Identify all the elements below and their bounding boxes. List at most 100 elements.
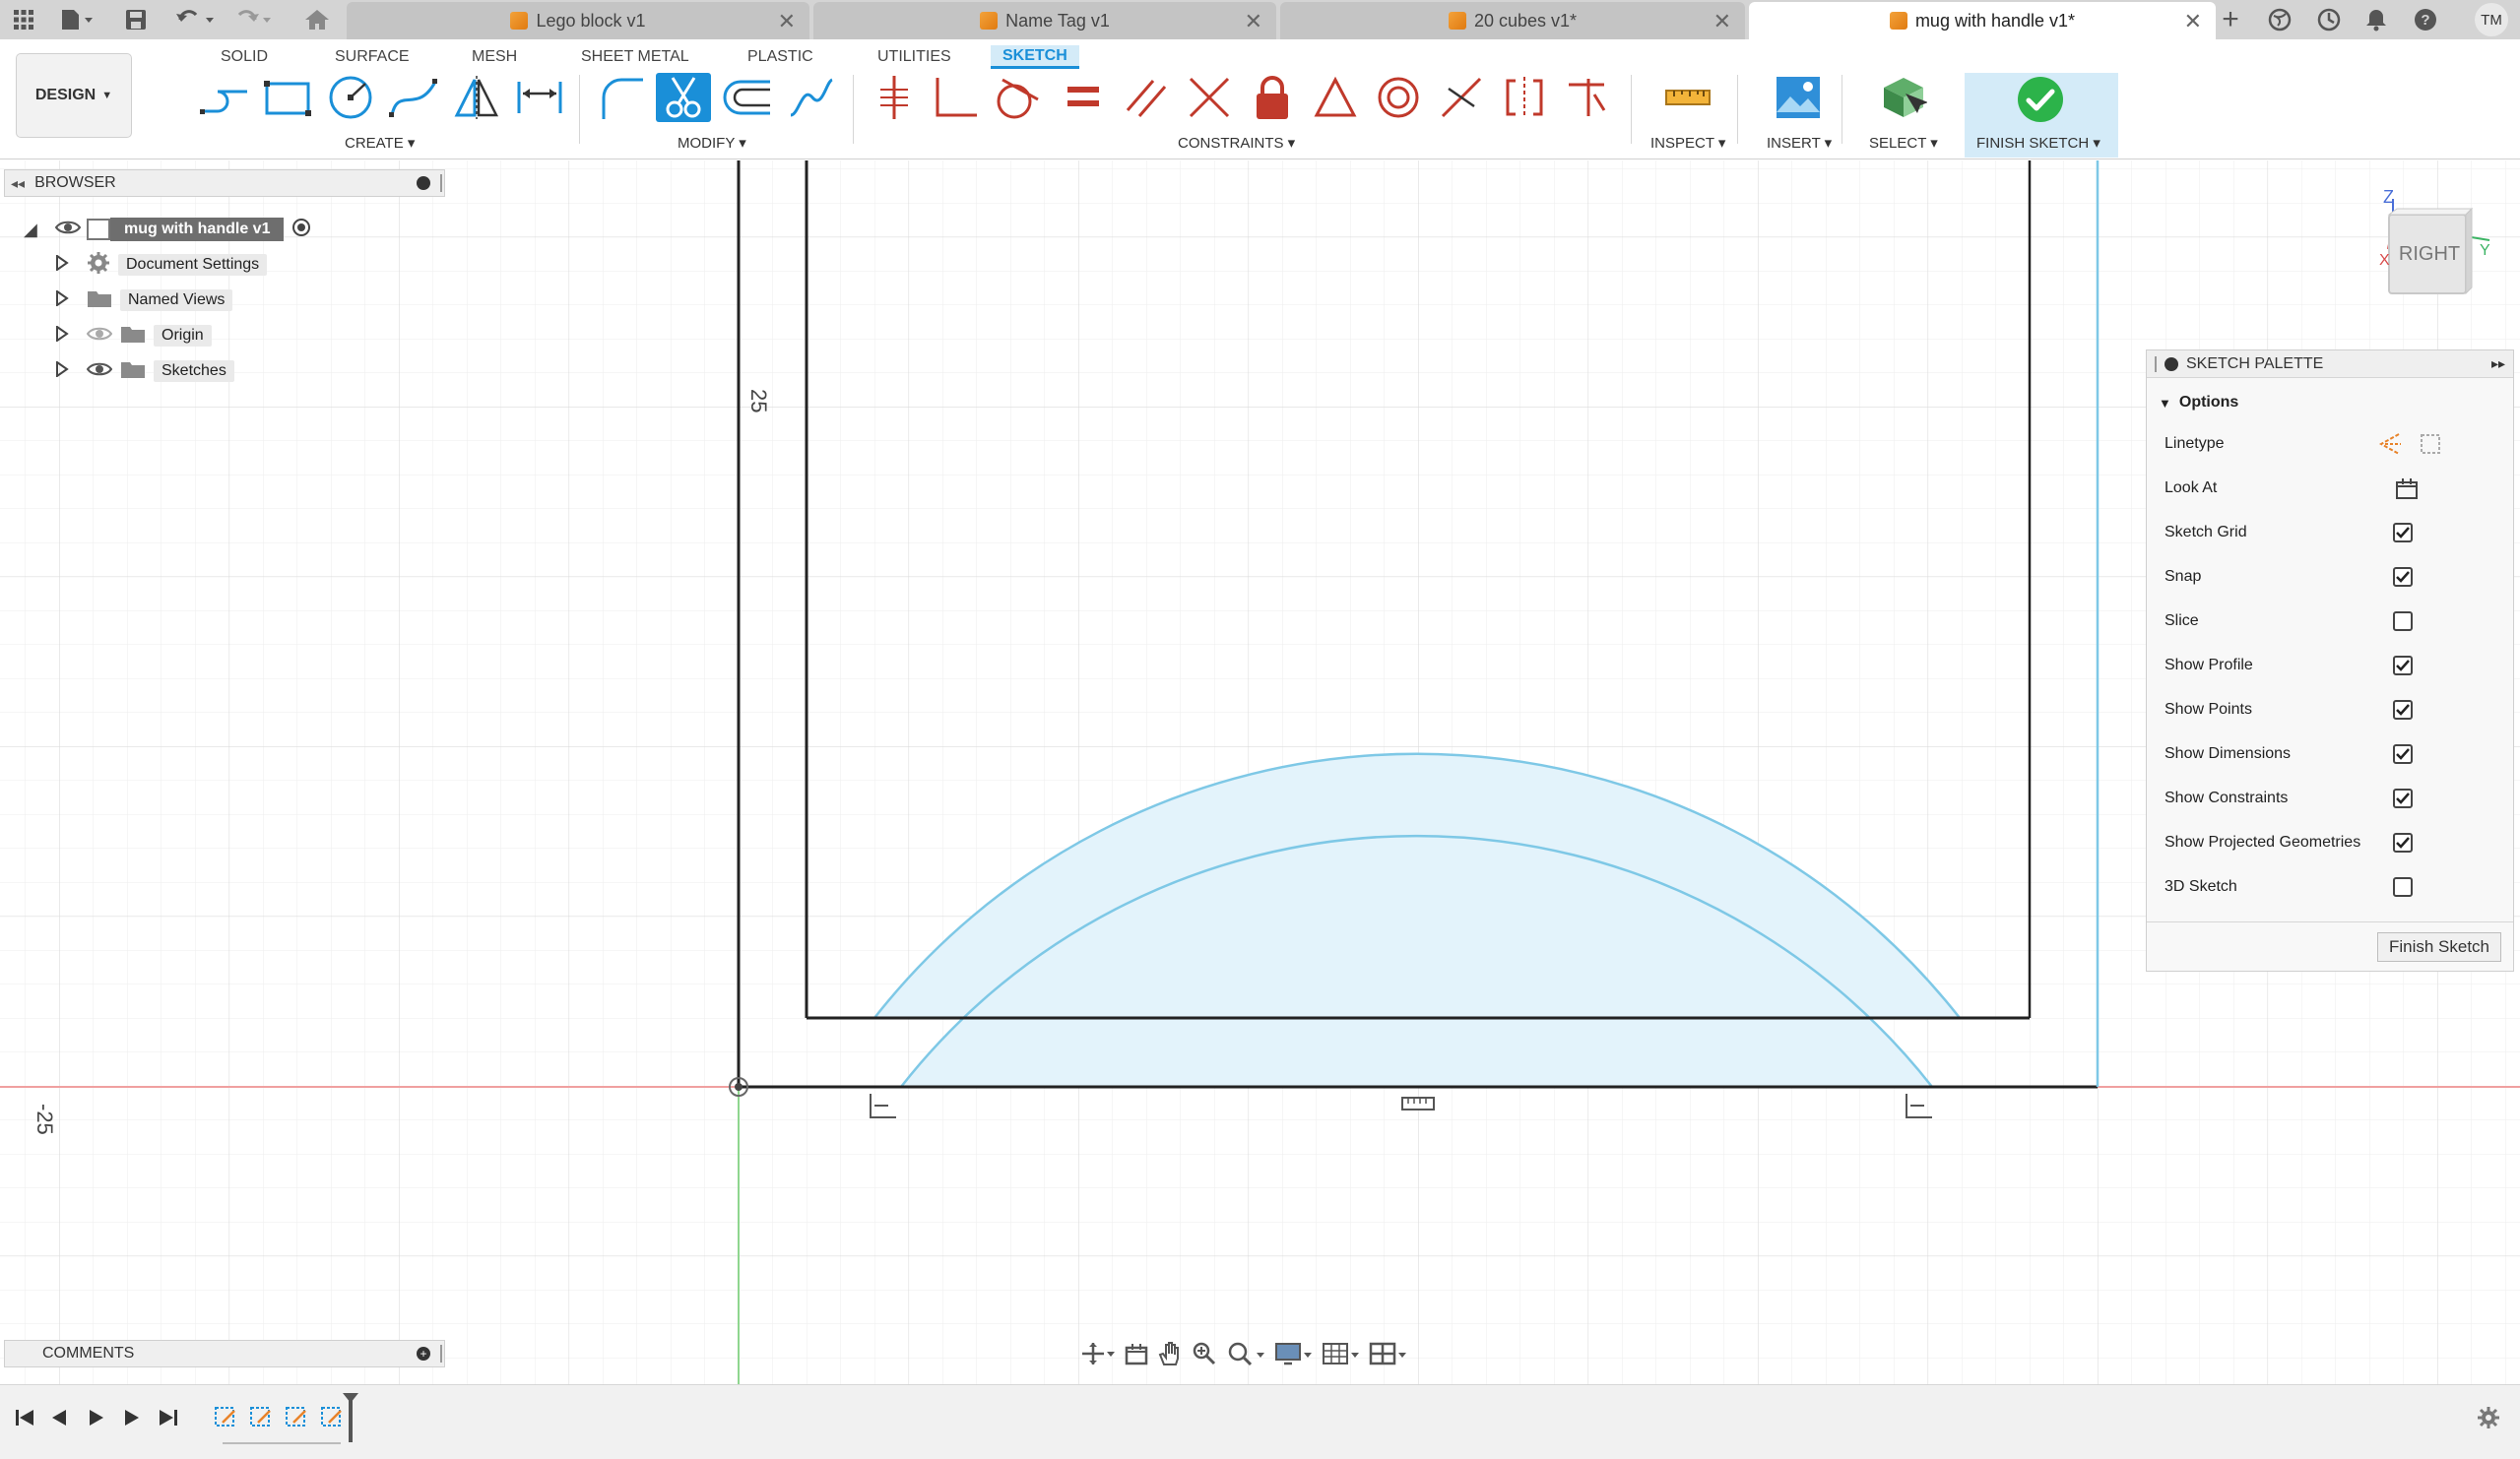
timeline-sketch-feature-icon[interactable] <box>282 1403 311 1432</box>
new-tab-icon[interactable]: + <box>2222 3 2239 35</box>
concentric-constraint-icon[interactable] <box>1371 73 1426 122</box>
timeline-settings-gear-icon[interactable] <box>2474 1403 2503 1432</box>
show-profile-checkbox[interactable] <box>2393 656 2413 675</box>
show-projected-geometries-checkbox[interactable] <box>2393 833 2413 853</box>
browser-item-document-settings[interactable]: Document Settings <box>55 250 268 280</box>
orbit-icon[interactable] <box>1081 1341 1115 1371</box>
pan-hand-icon[interactable] <box>1158 1341 1182 1371</box>
undo-icon[interactable] <box>171 6 221 33</box>
browser-item-sketches[interactable]: Sketches <box>55 356 234 386</box>
equal-constraint-icon[interactable] <box>1056 73 1111 122</box>
expanded-triangle-icon[interactable]: ◢ <box>24 219 37 239</box>
expand-triangle-icon[interactable] <box>55 288 75 311</box>
timeline-marker[interactable] <box>349 1399 353 1442</box>
centerline-linetype-icon[interactable] <box>2419 432 2442 461</box>
timeline-sketch-feature-icon[interactable] <box>317 1403 347 1432</box>
slice-checkbox[interactable] <box>2393 611 2413 631</box>
palette-drag-handle[interactable] <box>2155 355 2157 372</box>
select-tool-icon[interactable] <box>1875 73 1930 122</box>
close-icon[interactable]: ✕ <box>2183 9 2202 33</box>
sketch-grid-checkbox[interactable] <box>2393 523 2413 542</box>
show-dimensions-checkbox[interactable] <box>2393 744 2413 764</box>
insert-menu[interactable]: INSERT ▾ <box>1767 135 1833 152</box>
circle-tool-icon[interactable] <box>323 73 378 122</box>
finish-sketch-palette-button[interactable]: Finish Sketch <box>2377 932 2501 962</box>
step-back-icon[interactable] <box>45 1403 75 1432</box>
tab-mesh[interactable]: MESH <box>472 48 518 65</box>
fix-constraint-icon[interactable] <box>1245 73 1300 122</box>
snap-checkbox[interactable] <box>2393 567 2413 587</box>
symmetry-constraint-icon[interactable] <box>1497 73 1552 122</box>
expand-triangle-icon[interactable] <box>55 324 75 347</box>
go-to-start-icon[interactable] <box>10 1403 39 1432</box>
close-icon[interactable]: ✕ <box>777 9 796 33</box>
workspace-switcher[interactable]: DESIGN ▼ <box>16 53 132 138</box>
tab-lego-block[interactable]: Lego block v1 ✕ <box>347 2 809 39</box>
mirror-tool-icon[interactable] <box>449 73 504 122</box>
finish-sketch-button[interactable]: FINISH SKETCH ▾ <box>1965 73 2118 158</box>
insert-canvas-icon[interactable] <box>1771 73 1826 122</box>
file-menu-icon[interactable] <box>55 6 98 33</box>
curvature-constraint-icon[interactable] <box>1560 73 1615 122</box>
job-status-icon[interactable] <box>2314 6 2344 33</box>
zoom-window-icon[interactable] <box>1227 1341 1264 1371</box>
go-to-end-icon[interactable] <box>154 1403 183 1432</box>
panel-resize-handle[interactable] <box>440 174 442 192</box>
extensions-icon[interactable] <box>2265 6 2294 33</box>
browser-item-origin[interactable]: Origin <box>55 321 212 350</box>
eye-hidden-icon[interactable] <box>86 326 113 347</box>
show-points-checkbox[interactable] <box>2393 700 2413 720</box>
play-icon[interactable] <box>81 1403 110 1432</box>
tab-sketch[interactable]: SKETCH <box>991 45 1079 69</box>
look-at-icon[interactable] <box>2395 476 2419 505</box>
collapse-panel-icon[interactable]: ◂◂ <box>11 174 26 191</box>
parallel-constraint-icon[interactable] <box>1119 73 1174 122</box>
line-tool-icon[interactable] <box>197 73 252 122</box>
tab-surface[interactable]: SURFACE <box>335 48 410 65</box>
activate-radio-icon[interactable] <box>291 218 311 242</box>
expand-triangle-icon[interactable] <box>55 253 75 276</box>
view-cube[interactable]: RIGHT Z Y X <box>2379 187 2501 313</box>
tangent-constraint-icon[interactable] <box>989 73 1044 122</box>
home-icon[interactable] <box>299 6 335 33</box>
user-avatar[interactable]: TM <box>2475 3 2508 36</box>
expand-triangle-icon[interactable] <box>55 359 75 382</box>
show-constraints-checkbox[interactable] <box>2393 789 2413 808</box>
app-grid-icon[interactable] <box>10 6 37 33</box>
timeline-sketch-feature-icon[interactable] <box>211 1403 240 1432</box>
browser-item-named-views[interactable]: Named Views <box>55 285 233 315</box>
collinear-constraint-icon[interactable] <box>1434 73 1489 122</box>
redo-icon[interactable] <box>228 6 278 33</box>
horizontal-vertical-constraint-icon[interactable] <box>1182 73 1237 122</box>
browser-root-item[interactable]: ◢ mug with handle v1 <box>24 215 311 244</box>
minus-icon[interactable] <box>417 176 430 190</box>
expand-palette-icon[interactable]: ▸▸ <box>2490 355 2505 371</box>
save-icon[interactable] <box>122 6 150 33</box>
zoom-icon[interactable] <box>1192 1341 1217 1371</box>
modify-menu[interactable]: MODIFY ▾ <box>678 135 746 152</box>
fillet-tool-icon[interactable] <box>595 73 650 122</box>
options-section-header[interactable]: ▼ Options <box>2159 388 2484 417</box>
look-at-icon[interactable] <box>1125 1342 1148 1370</box>
timeline-marker-head[interactable] <box>343 1393 358 1403</box>
timeline-sketch-feature-icon[interactable] <box>246 1403 276 1432</box>
perpendicular-constraint-icon[interactable] <box>928 73 983 122</box>
tab-solid[interactable]: SOLID <box>221 48 269 65</box>
create-menu[interactable]: CREATE ▾ <box>345 135 416 152</box>
arc-tool-icon[interactable] <box>386 73 441 122</box>
tab-sheet-metal[interactable]: SHEET METAL <box>581 48 689 65</box>
inspect-menu[interactable]: INSPECT ▾ <box>1650 135 1726 152</box>
eye-icon[interactable] <box>54 220 82 240</box>
eye-icon[interactable] <box>86 361 113 382</box>
dimension-tool-icon[interactable] <box>512 73 567 122</box>
minus-icon[interactable] <box>2165 356 2178 371</box>
tab-mug-with-handle[interactable]: mug with handle v1* ✕ <box>1749 2 2216 39</box>
measure-icon[interactable] <box>1660 73 1715 122</box>
trim-tool-icon[interactable] <box>656 73 711 122</box>
coincident-constraint-icon[interactable] <box>867 73 922 122</box>
close-icon[interactable]: ✕ <box>1244 9 1262 33</box>
midpoint-constraint-icon[interactable] <box>1308 73 1363 122</box>
grid-settings-icon[interactable] <box>1322 1341 1359 1371</box>
construction-linetype-icon[interactable] <box>2377 432 2403 461</box>
tab-plastic[interactable]: PLASTIC <box>747 48 813 65</box>
